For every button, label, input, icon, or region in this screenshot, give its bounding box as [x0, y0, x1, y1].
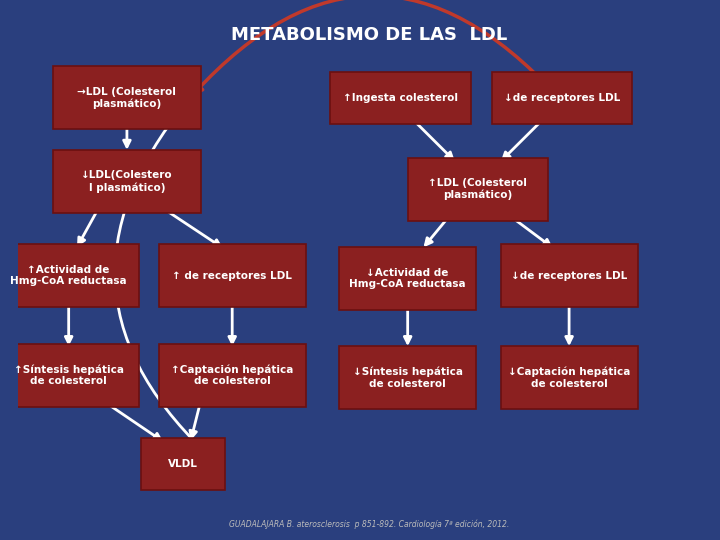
Text: ↓Actividad de
Hmg-CoA reductasa: ↓Actividad de Hmg-CoA reductasa [349, 267, 466, 289]
FancyBboxPatch shape [141, 438, 225, 490]
Text: ↑ de receptores LDL: ↑ de receptores LDL [172, 271, 292, 281]
FancyBboxPatch shape [158, 344, 306, 407]
Text: ↓de receptores LDL: ↓de receptores LDL [504, 93, 620, 103]
FancyBboxPatch shape [500, 244, 637, 307]
Text: ↑Actividad de
Hmg-CoA reductasa: ↑Actividad de Hmg-CoA reductasa [10, 265, 127, 287]
FancyBboxPatch shape [0, 244, 139, 307]
Text: METABOLISMO DE LAS  LDL: METABOLISMO DE LAS LDL [231, 26, 507, 44]
FancyBboxPatch shape [53, 66, 201, 129]
FancyBboxPatch shape [330, 72, 471, 124]
Text: ↑LDL (Colesterol
plasmático): ↑LDL (Colesterol plasmático) [428, 178, 527, 200]
FancyBboxPatch shape [408, 158, 548, 221]
FancyBboxPatch shape [0, 344, 139, 407]
Text: ↓Captación hepática
de colesterol: ↓Captación hepática de colesterol [508, 367, 630, 389]
Text: ↓LDL(Colestero
l plasmático): ↓LDL(Colestero l plasmático) [81, 171, 173, 193]
FancyBboxPatch shape [339, 346, 476, 409]
Text: ↑Captación hepática
de colesterol: ↑Captación hepática de colesterol [171, 364, 293, 386]
FancyBboxPatch shape [500, 346, 637, 409]
Text: ↓Síntesis hepática
de colesterol: ↓Síntesis hepática de colesterol [353, 367, 463, 389]
FancyBboxPatch shape [339, 247, 476, 310]
FancyBboxPatch shape [158, 244, 306, 307]
Text: →LDL (Colesterol
plasmático): →LDL (Colesterol plasmático) [78, 86, 176, 109]
FancyBboxPatch shape [492, 72, 632, 124]
Text: ↑Ingesta colesterol: ↑Ingesta colesterol [343, 93, 458, 103]
Text: GUADALAJARA B. aterosclerosis  p 851-892. Cardiología 7ª edición, 2012.: GUADALAJARA B. aterosclerosis p 851-892.… [229, 519, 509, 529]
Text: ↓de receptores LDL: ↓de receptores LDL [511, 271, 627, 281]
Text: ↑Síntesis hepática
de colesterol: ↑Síntesis hepática de colesterol [14, 364, 124, 386]
Text: VLDL: VLDL [168, 459, 198, 469]
FancyBboxPatch shape [53, 150, 201, 213]
